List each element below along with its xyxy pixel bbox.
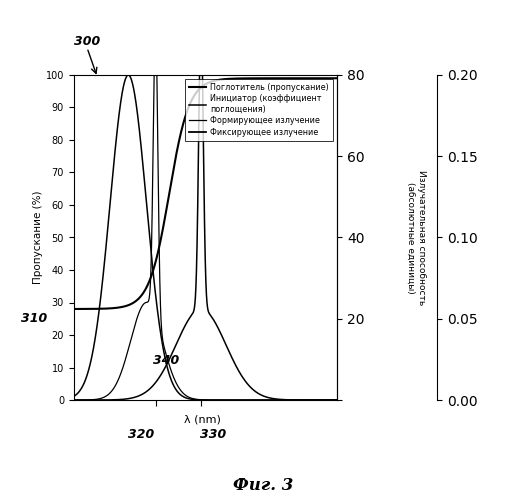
Text: Фиг. 3: Фиг. 3 [233,477,294,494]
Text: 300: 300 [74,35,100,48]
Text: 330: 330 [200,428,227,440]
Y-axis label: Излучательная способность
(абсолютные единицы): Излучательная способность (абсолютные ед… [406,170,426,305]
Text: λ (nm): λ (nm) [184,414,221,424]
Y-axis label: Пропускание (%): Пропускание (%) [33,190,43,284]
Text: 340: 340 [153,354,180,367]
Text: 320: 320 [128,428,154,440]
Text: 310: 310 [21,312,47,326]
Legend: Поглотитель (пропускание), Инициатор (коэффициент
поглощения), Формирующее излуч: Поглотитель (пропускание), Инициатор (ко… [184,79,333,140]
